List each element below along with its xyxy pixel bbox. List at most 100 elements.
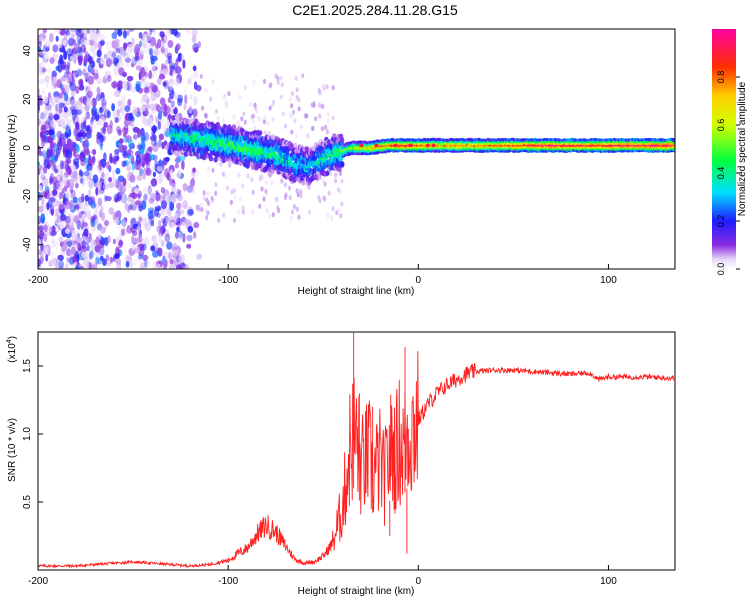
spectrogram-noise-cell: [144, 103, 151, 110]
spectrogram-noise-cell: [193, 47, 199, 53]
spectrogram-noise-cell: [159, 31, 165, 38]
spectrogram-noise-cell: [195, 84, 202, 92]
spectrogram-noise-cell: [44, 210, 50, 216]
spectrogram-noise-cell: [211, 167, 215, 173]
spectrogram-noise-cell: [63, 185, 68, 192]
spectrogram-peak-cell: [408, 143, 413, 148]
spectrogram-noise-cell: [85, 85, 92, 92]
spectrogram-noise-cell: [59, 47, 66, 53]
spectrogram-noise-cell: [262, 196, 266, 202]
spectrogram-noise-cell: [118, 67, 125, 76]
spectrogram-noise-cell: [155, 42, 160, 50]
spectrogram-noise-cell: [83, 29, 88, 39]
spectrogram-noise-cell: [188, 208, 194, 216]
spectrogram-noise-cell: [85, 163, 90, 171]
spectrogram-noise-cell: [232, 114, 236, 120]
spectrogram-noise-cell: [116, 126, 121, 133]
spectrogram-noise-cell: [43, 224, 48, 233]
spectrogram-noise-cell: [72, 72, 77, 78]
spectrogram-noise-cell: [69, 82, 77, 92]
spectrogram-noise-cell: [38, 112, 42, 119]
spectrogram-noise-cell: [130, 86, 136, 93]
spectrogram-noise-cell: [135, 83, 141, 92]
spectrogram-noise-cell: [175, 66, 182, 74]
spectrogram-noise-cell: [132, 258, 138, 267]
spectrogram-noise-cell: [113, 67, 119, 77]
spectrogram-noise-cell: [84, 157, 89, 164]
spectrogram-noise-cell: [167, 251, 173, 261]
spectrogram-noise-cell: [264, 188, 268, 194]
spectrogram-noise-cell: [117, 175, 125, 183]
spectrogram-noise-cell: [40, 256, 44, 265]
spectrogram-noise-cell: [86, 99, 94, 108]
spectrogram-noise-cell: [75, 109, 83, 115]
spectrogram-noise-cell: [143, 154, 151, 163]
spectrogram-noise-cell: [174, 162, 179, 169]
spectrogram-noise-cell: [121, 95, 126, 103]
spectrogram-noise-cell: [43, 110, 49, 117]
spectrogram-noise-cell: [170, 29, 174, 35]
spectrogram-ridge-cell: [325, 170, 330, 176]
spectrogram-noise-cell: [204, 87, 208, 93]
spectrogram-noise-cell: [253, 125, 257, 131]
spectrogram-noise-cell: [143, 132, 150, 142]
spectrogram-noise-cell: [47, 74, 51, 83]
spectrogram-noise-cell: [152, 250, 159, 258]
spectrogram-noise-cell: [262, 119, 266, 125]
spectrogram-noise-cell: [49, 141, 55, 150]
spectrogram-noise-cell: [142, 93, 149, 102]
spectrogram-y-tick-label: 0: [22, 145, 33, 151]
spectrogram-x-axis: -200 -100 0 100: [28, 264, 617, 286]
spectrogram-noise-cell: [97, 197, 103, 207]
spectrogram-noise-cell: [151, 129, 155, 137]
spectrogram-noise-cell: [137, 236, 143, 243]
spectrogram-noise-cell: [223, 93, 227, 99]
spectrogram-noise-cell: [241, 209, 245, 215]
spectrogram-noise-cell: [45, 80, 49, 89]
spectrogram-noise-cell: [262, 78, 267, 84]
spectrogram-peak-cell: [393, 143, 398, 148]
spectrogram-noise-cell: [49, 33, 54, 43]
spectrogram-noise-cell: [149, 48, 153, 56]
spectrogram-noise-cell: [52, 44, 59, 53]
spectrogram-noise-cell: [189, 94, 193, 100]
spectrogram-noise-cell: [127, 206, 131, 214]
spectrogram-noise-cell: [209, 96, 213, 102]
spectrogram-noise-cell: [148, 189, 152, 199]
spectrogram-noise-cell: [122, 218, 127, 228]
spectrogram-noise-cell: [80, 115, 85, 123]
spectrogram-noise-cell: [39, 131, 43, 138]
spectrogram-peak-cell: [431, 143, 436, 148]
spectrogram-noise-cell: [53, 91, 60, 98]
spectrogram-ridge-cell: [672, 139, 675, 143]
spectrogram-y-tick-label: 40: [22, 45, 33, 57]
spectrogram-noise-cell: [325, 129, 330, 135]
spectrogram-noise-cell: [59, 76, 64, 83]
spectrogram-noise-cell: [49, 57, 55, 64]
spectrogram-noise-cell: [58, 102, 65, 108]
spectrogram-noise-cell: [66, 179, 70, 189]
spectrogram-noise-cell: [81, 213, 87, 221]
spectrogram-noise-cell: [102, 125, 106, 135]
spectrogram-noise-cell: [155, 192, 161, 202]
spectrogram-noise-cell: [233, 194, 237, 200]
spectrogram-noise-cell: [55, 35, 59, 42]
spectrogram-noise-cell: [58, 93, 63, 100]
spectrogram-noise-cell: [263, 115, 267, 121]
spectrogram-noise-cell: [163, 251, 169, 257]
spectrogram-noise-cell: [240, 116, 244, 122]
spectrogram-frame: [37, 28, 676, 270]
spectrogram-noise-cell: [44, 75, 50, 83]
spectrogram-noise-cell: [147, 185, 152, 195]
spectrogram-noise-cell: [90, 201, 97, 209]
spectrogram-noise-cell: [91, 69, 95, 76]
spectrogram-noise-cell: [67, 29, 73, 39]
spectrogram-noise-cell: [116, 224, 122, 231]
spectrogram-noise-cell: [90, 218, 96, 228]
spectrogram-noise-cell: [82, 95, 87, 105]
spectrogram-noise-cell: [107, 75, 112, 83]
spectrogram-noise-cell: [229, 199, 233, 205]
spectrogram-noise-cell: [186, 234, 193, 242]
spectrogram-noise-cell: [111, 32, 118, 40]
